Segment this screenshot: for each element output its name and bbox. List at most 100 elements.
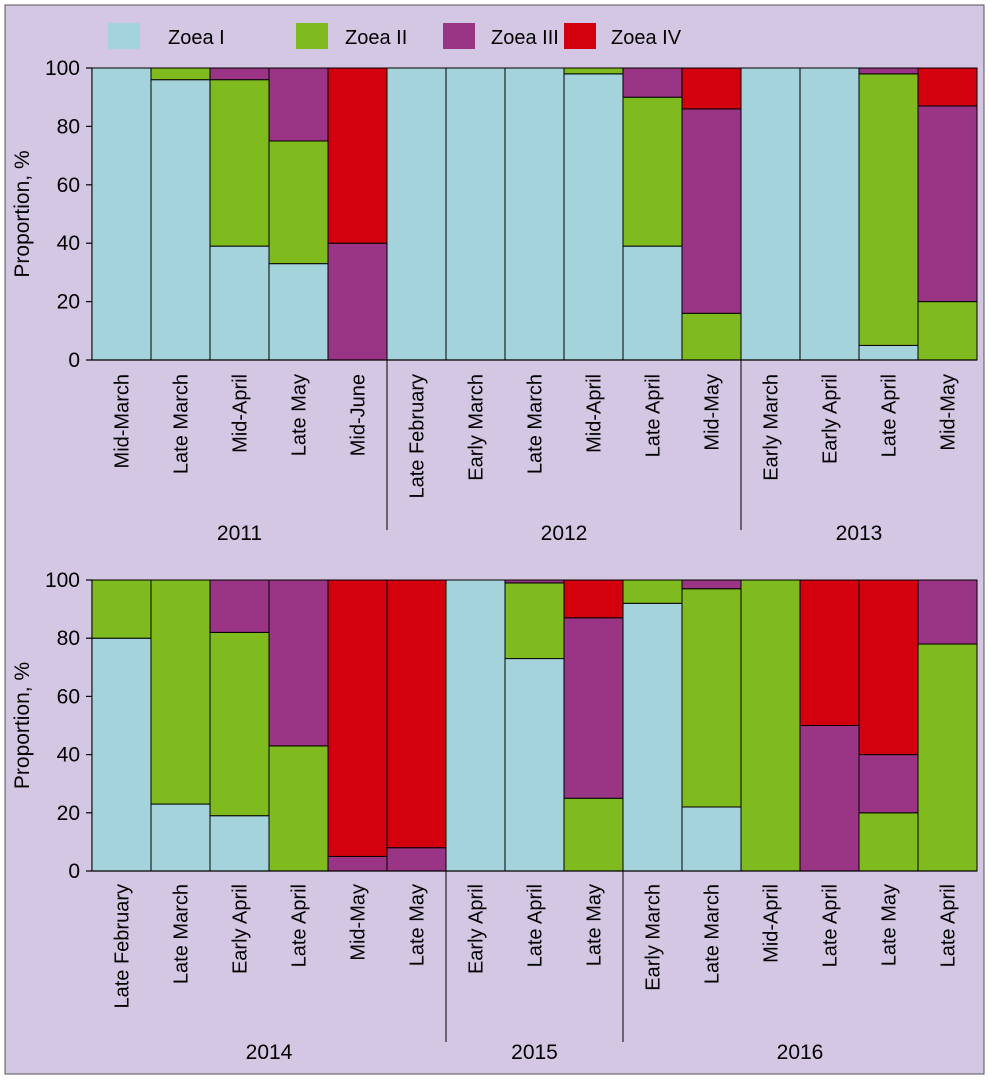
bar-2013-early-march: [740, 67, 801, 361]
x-category-label: Mid-April: [584, 374, 606, 453]
bar-segment-zoea-i: [150, 79, 211, 361]
bar-segment-zoea-ii: [740, 579, 801, 872]
x-category-label: Early April: [466, 884, 488, 974]
bar-segment-zoea-ii: [150, 579, 211, 805]
bar-segment-zoea-i: [209, 245, 270, 361]
bar-2013-late-april: [858, 67, 919, 361]
bar-segment-zoea-ii: [563, 67, 624, 75]
year-label: 2014: [246, 1041, 293, 1064]
bar-2013-mid-may: [917, 67, 978, 361]
bar-segment-zoea-ii: [563, 797, 624, 872]
bar-2014-early-april: [209, 579, 270, 872]
x-category-label: Early April: [230, 884, 252, 974]
x-category-label: Mid-March: [112, 374, 134, 468]
bar-2014-late-march: [150, 579, 211, 872]
bar-segment-zoea-ii: [268, 745, 329, 872]
year-label: 2011: [217, 522, 262, 545]
bar-2011-late-march: [150, 67, 211, 361]
bar-2011-mid-june: [327, 67, 388, 361]
bar-segment-zoea-ii: [504, 582, 565, 660]
bar-segment-zoea-i: [268, 263, 329, 361]
x-category-label: Mid-April: [230, 374, 252, 453]
bar-segment-zoea-iii: [268, 67, 329, 142]
bar-segment-zoea-iii: [327, 855, 388, 872]
bar-2016-late-april: [799, 579, 860, 872]
bar-segment-zoea-i: [445, 579, 506, 872]
bar-segment-zoea-ii: [681, 588, 742, 808]
x-category-label: Mid-April: [761, 884, 783, 963]
bar-segment-zoea-i: [91, 637, 152, 872]
x-category-label: Late May: [289, 374, 311, 456]
bar-segment-zoea-iii: [681, 579, 742, 590]
y-tick-label: 100: [45, 57, 80, 80]
x-category-label: Mid-May: [938, 374, 960, 451]
bar-segment-zoea-i: [740, 67, 801, 361]
bar-2013-early-april: [799, 67, 860, 361]
bar-segment-zoea-iii: [268, 579, 329, 747]
y-tick-label: 0: [68, 349, 80, 372]
bar-segment-zoea-ii: [917, 643, 978, 872]
bar-segment-zoea-iii: [209, 67, 270, 81]
legend-item-zoea-i: Zoea I: [108, 23, 225, 49]
y-tick-label: 80: [57, 627, 80, 650]
bar-segment-zoea-i: [504, 67, 565, 361]
x-category-label: Late May: [584, 884, 606, 966]
bar-2015-late-may: [563, 579, 624, 872]
bar-2014-late-february: [91, 579, 152, 872]
bar-segment-zoea-iii: [327, 242, 388, 361]
bar-segment-zoea-iv: [327, 67, 388, 244]
bar-2011-mid-april: [209, 67, 270, 361]
x-category-label: Late April: [938, 884, 960, 967]
x-category-label: Late April: [820, 884, 842, 967]
x-category-label: Late March: [702, 884, 724, 984]
legend-swatch: [443, 23, 475, 49]
bar-segment-zoea-ii: [91, 579, 152, 639]
bar-segment-zoea-ii: [858, 73, 919, 346]
bar-segment-zoea-iv: [681, 67, 742, 110]
x-category-label: Early April: [820, 374, 842, 464]
bar-2012-late-february: [386, 67, 447, 361]
bar-2012-mid-may: [681, 67, 742, 361]
y-tick-label: 20: [57, 291, 80, 314]
bar-2016-late-may: [858, 579, 919, 872]
bar-segment-zoea-iv: [327, 579, 388, 857]
bar-segment-zoea-ii: [150, 67, 211, 81]
year-label: 2013: [836, 522, 883, 545]
bar-segment-zoea-ii: [622, 96, 683, 247]
x-category-label: Early March: [466, 374, 488, 481]
bar-segment-zoea-iii: [858, 754, 919, 814]
bar-2016-late-april: [917, 579, 978, 872]
bar-2014-late-may: [386, 579, 447, 872]
year-label: 2012: [541, 522, 588, 545]
x-category-label: Late February: [407, 374, 429, 499]
legend-item-zoea-ii: Zoea II: [296, 23, 407, 49]
bar-segment-zoea-i: [504, 658, 565, 872]
bar-segment-zoea-iii: [622, 67, 683, 98]
bar-segment-zoea-iv: [563, 579, 624, 619]
x-category-label: Late April: [643, 374, 665, 457]
bar-segment-zoea-iii: [386, 847, 447, 872]
year-label: 2015: [511, 1041, 558, 1064]
y-tick-label: 60: [57, 174, 80, 197]
bar-segment-zoea-iii: [799, 725, 860, 872]
y-tick-label: 80: [57, 115, 80, 138]
bar-2014-mid-may: [327, 579, 388, 872]
bar-segment-zoea-i: [799, 67, 860, 361]
bar-segment-zoea-ii: [268, 140, 329, 265]
bar-2015-early-april: [445, 579, 506, 872]
bar-segment-zoea-ii: [917, 301, 978, 361]
legend: Zoea I Zoea II Zoea III Zoea IV: [108, 23, 682, 49]
bar-segment-zoea-iii: [681, 108, 742, 314]
legend-item-zoea-iii: Zoea III: [443, 23, 559, 49]
x-category-label: Early March: [761, 374, 783, 481]
bar-segment-zoea-i: [150, 803, 211, 872]
bar-segment-zoea-iii: [917, 105, 978, 303]
bar-segment-zoea-i: [563, 73, 624, 361]
bar-segment-zoea-iii: [858, 67, 919, 75]
bar-segment-zoea-i: [91, 67, 152, 361]
bar-segment-zoea-ii: [209, 79, 270, 247]
legend-swatch: [108, 23, 140, 49]
x-category-label: Mid-June: [348, 374, 370, 456]
